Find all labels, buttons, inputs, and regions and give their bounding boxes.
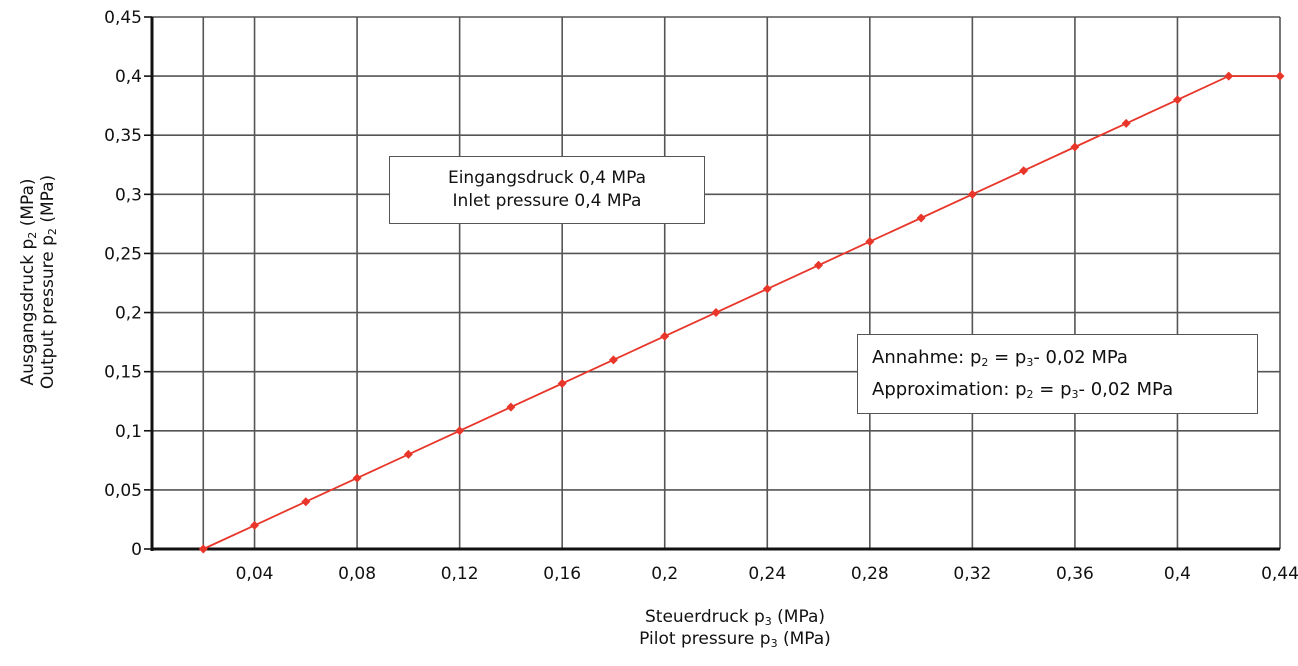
x-tick-label: 0,28 <box>851 564 889 584</box>
series <box>198 71 1285 554</box>
data-point <box>455 426 465 436</box>
approximation-english: Approximation: p2 = p3- 0,02 MPa <box>872 379 1174 401</box>
y-tick-label: 0,3 <box>115 185 142 205</box>
data-point <box>660 331 670 341</box>
data-point <box>506 402 516 412</box>
x-tick-label: 0,32 <box>953 564 991 584</box>
x-axis-title: Steuerdruck p3 (MPa) Pilot pressure p3 (… <box>590 606 880 650</box>
data-point <box>967 189 977 199</box>
grid <box>152 16 1281 549</box>
data-point <box>301 497 311 507</box>
x-tick-label: 0,4 <box>1164 564 1191 584</box>
x-tick-label: 0,08 <box>338 564 376 584</box>
x-axis-title-german: Steuerdruck p3 (MPa) <box>644 607 826 628</box>
approximation-german: Annahme: p2 = p3- 0,02 MPa <box>872 347 1128 369</box>
data-point <box>557 378 567 388</box>
y-tick-label: 0,25 <box>104 244 142 264</box>
data-point <box>814 260 824 270</box>
data-point <box>608 355 618 365</box>
y-tick-label: 0,2 <box>115 304 142 324</box>
data-point <box>403 449 413 459</box>
axes <box>144 16 1280 551</box>
data-point <box>1019 166 1029 176</box>
x-tick-labels: 0,04 0,08 0,12 0,16 0,2 0,24 0,28 0,32 0,36 0,4 0,… <box>236 564 1298 584</box>
data-point <box>352 473 362 483</box>
y-tick-label: 0,4 <box>115 67 142 87</box>
data-point <box>762 284 772 294</box>
series-line <box>202 75 1280 550</box>
data-point <box>1275 71 1285 81</box>
data-point <box>1172 95 1182 105</box>
y-tick-labels: 0 0,05 0,1 0,15 0,2 0,25 0,3 0,35 0,4 0,45 <box>104 8 142 560</box>
data-point <box>250 520 260 530</box>
data-point <box>711 308 721 318</box>
x-tick-label: 0,16 <box>543 564 581 584</box>
x-tick-label: 0,04 <box>236 564 274 584</box>
y-tick-label: 0,1 <box>115 422 142 442</box>
y-tick-label: 0,15 <box>104 363 142 383</box>
data-point <box>1121 118 1131 128</box>
y-axis-title-english: Output pressure p2 (MPa) <box>38 174 59 390</box>
y-axis-title: Ausgangsdruck p2 (MPa) Output pressure p… <box>18 174 59 390</box>
x-axis-title-english: Pilot pressure p3 (MPa) <box>639 629 831 650</box>
y-tick-label: 0 <box>131 540 142 560</box>
data-point <box>1224 71 1234 81</box>
inlet-pressure-annotation: Eingangsdruck 0,4 MPa Inlet pressure 0,4… <box>389 156 705 224</box>
data-point <box>916 213 926 223</box>
inlet-annotation-german: Eingangsdruck 0,4 MPa <box>447 168 647 188</box>
x-tick-label: 0,2 <box>651 564 678 584</box>
x-tick-label: 0,36 <box>1056 564 1094 584</box>
y-axis-title-german: Ausgangsdruck p2 (MPa) <box>18 178 39 386</box>
y-tick-label: 0,35 <box>104 126 142 146</box>
y-tick-label: 0,05 <box>104 481 142 501</box>
data-point <box>198 544 208 554</box>
x-tick-label: 0,44 <box>1261 564 1298 584</box>
x-tick-label: 0,24 <box>748 564 786 584</box>
y-tick-label: 0,45 <box>104 8 142 28</box>
inlet-annotation-english: Inlet pressure 0,4 MPa <box>452 191 642 211</box>
x-tick-label: 0,12 <box>441 564 479 584</box>
data-point <box>1070 142 1080 152</box>
data-point <box>865 237 875 247</box>
approximation-annotation: Annahme: p2 = p3- 0,02 MPa Approximation… <box>857 334 1258 414</box>
